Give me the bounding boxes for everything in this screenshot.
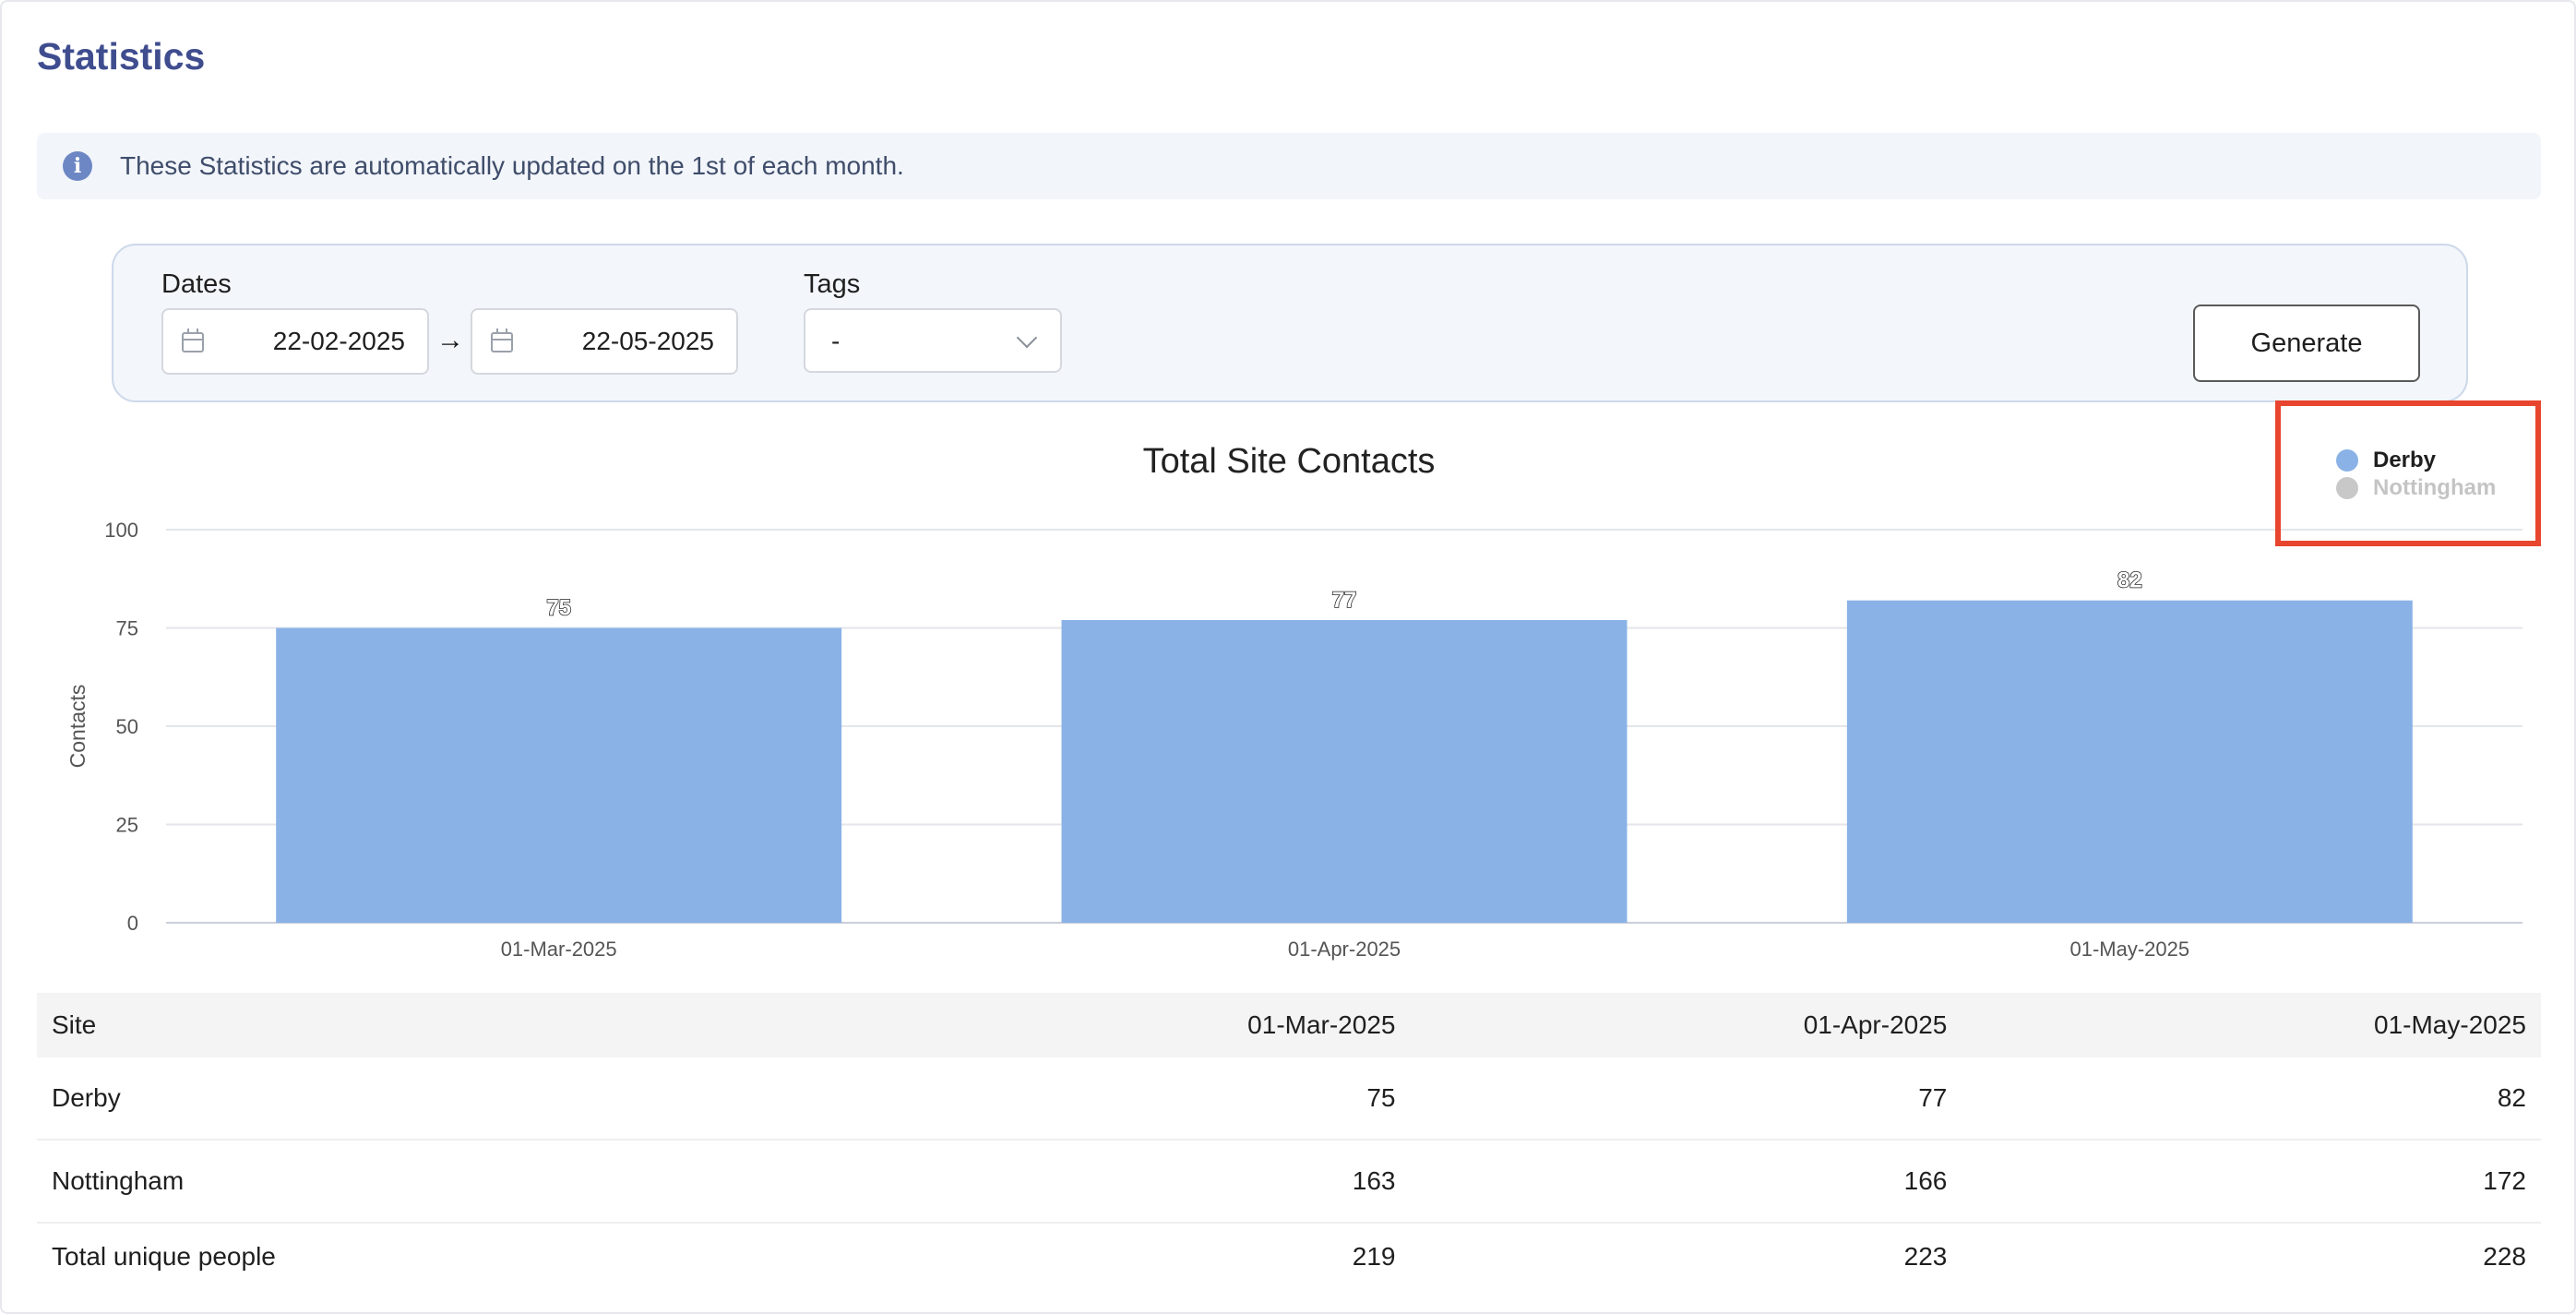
tags-label: Tags bbox=[804, 269, 861, 299]
table-cell: 172 bbox=[1962, 1140, 2541, 1224]
info-banner: i These Statistics are automatically upd… bbox=[37, 133, 2541, 199]
calendar-icon bbox=[182, 328, 204, 352]
x-tick-label: 01-Apr-2025 bbox=[1288, 938, 1401, 961]
legend-marker bbox=[2336, 449, 2358, 472]
table-header-cell: 01-Apr-2025 bbox=[1410, 993, 1962, 1057]
y-tick-label: 50 bbox=[116, 715, 138, 738]
chart-container: Total Site Contacts 0 25 50 75 100 Contacts 75 7… bbox=[0, 406, 2576, 978]
table-cell: 163 bbox=[844, 1140, 1411, 1224]
legend-label: Nottingham bbox=[2373, 475, 2497, 500]
table-cell: 223 bbox=[1903, 1242, 1948, 1271]
table-cell: 228 bbox=[2483, 1242, 2526, 1271]
data-label: 82 bbox=[2117, 568, 2142, 593]
bar-chart: Total Site Contacts 0 25 50 75 100 Contacts 75 7… bbox=[66, 442, 2522, 961]
table-cell: 77 bbox=[1410, 1057, 1962, 1141]
table-header-cell: 01-Mar-2025 bbox=[844, 993, 1411, 1057]
data-label: 77 bbox=[1332, 588, 1357, 613]
y-tick-label: 25 bbox=[116, 814, 138, 837]
tags-value: - bbox=[831, 327, 841, 355]
table-row: Derby 75 77 82 bbox=[37, 1057, 2541, 1141]
legend-item-derby[interactable]: Derby bbox=[2336, 447, 2496, 474]
legend-highlight-box bbox=[2275, 400, 2541, 546]
chevron-down-icon bbox=[1016, 327, 1038, 349]
generate-button[interactable]: Generate bbox=[2193, 305, 2420, 382]
tags-select[interactable]: - bbox=[804, 308, 1062, 373]
dates-label: Dates bbox=[161, 269, 232, 299]
table-cell: 82 bbox=[1962, 1057, 2541, 1141]
chart-title: Total Site Contacts bbox=[1143, 442, 1436, 481]
table-row: Total unique people 219 223 228 bbox=[37, 1223, 2541, 1290]
y-tick-label: 0 bbox=[127, 912, 138, 935]
filter-panel: Dates 22-02-2025 → 22-05-2025 Tags - Gen… bbox=[112, 244, 2468, 402]
page-title: Statistics bbox=[37, 35, 206, 78]
table-header-cell: Site bbox=[37, 993, 845, 1057]
y-tick-label: 100 bbox=[104, 519, 138, 542]
y-axis-label: Contacts bbox=[66, 685, 89, 769]
calendar-icon bbox=[491, 328, 513, 352]
bar bbox=[1846, 600, 2413, 923]
end-date-value: 22-05-2025 bbox=[581, 327, 714, 355]
data-label: 75 bbox=[546, 596, 571, 621]
info-icon: i bbox=[63, 151, 92, 181]
legend-item-nottingham[interactable]: Nottingham bbox=[2336, 474, 2496, 502]
legend-marker bbox=[2336, 477, 2358, 499]
x-tick-label: 01-Mar-2025 bbox=[501, 938, 617, 961]
table-header-row: Site 01-Mar-2025 01-Apr-2025 01-May-2025 bbox=[37, 993, 2541, 1057]
statistics-table: Site 01-Mar-2025 01-Apr-2025 01-May-2025… bbox=[37, 993, 2541, 1290]
date-range-arrow: → bbox=[436, 325, 464, 355]
table-cell: 75 bbox=[844, 1057, 1411, 1141]
start-date-field[interactable]: 22-02-2025 bbox=[161, 308, 429, 375]
x-tick-label: 01-May-2025 bbox=[2070, 938, 2190, 961]
table-header-cell: 01-May-2025 bbox=[1962, 993, 2541, 1057]
table-cell: 219 bbox=[1352, 1242, 1396, 1271]
start-date-value: 22-02-2025 bbox=[272, 327, 405, 355]
table-cell: 166 bbox=[1410, 1140, 1962, 1224]
bar bbox=[276, 627, 842, 923]
end-date-field[interactable]: 22-05-2025 bbox=[471, 308, 738, 375]
table-cell: Nottingham bbox=[37, 1140, 845, 1224]
table-row: Nottingham 163 166 172 bbox=[37, 1140, 2541, 1224]
y-tick-label: 75 bbox=[116, 617, 138, 640]
table-cell: Derby bbox=[37, 1057, 845, 1141]
legend-label: Derby bbox=[2373, 448, 2437, 472]
table-cell: Total unique people bbox=[52, 1242, 276, 1271]
chart-legend: Derby Nottingham bbox=[2336, 447, 2496, 502]
bar bbox=[1061, 619, 1628, 923]
info-text: These Statistics are automatically updat… bbox=[120, 151, 904, 180]
